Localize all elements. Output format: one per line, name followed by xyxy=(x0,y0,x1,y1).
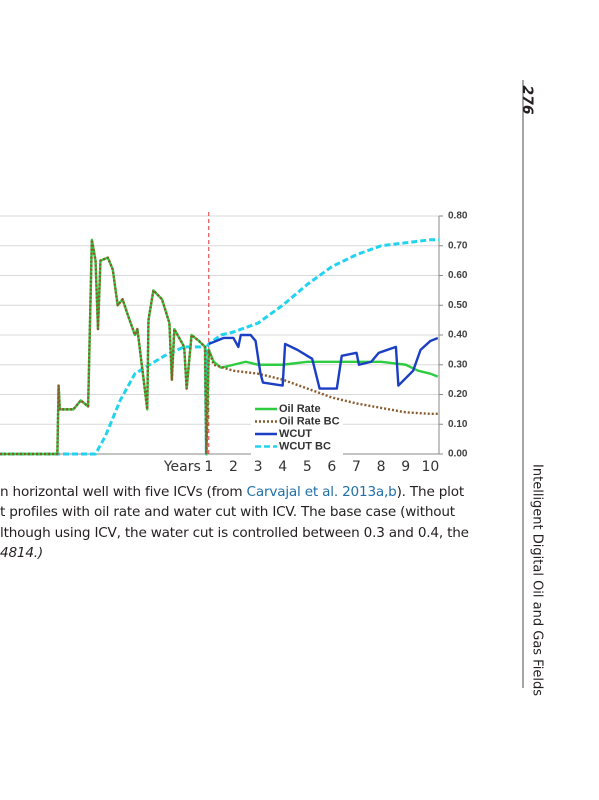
series-line xyxy=(0,238,438,456)
caption-text: ). The plot xyxy=(396,484,465,500)
legend-label: Oil Rate xyxy=(279,403,321,415)
caption-line: lthough using ICV, the water cut is cont… xyxy=(0,525,469,541)
legend-label: Oil Rate BC xyxy=(279,415,340,427)
series-line xyxy=(0,238,439,456)
legend-label: WCUT BC xyxy=(279,440,331,452)
y-tick-label: 0.50 xyxy=(448,300,468,311)
chart: 0.00 0.10 0.20 0.30 0.40 0.50 0.60 0.70 0.80 1 2 3 4… xyxy=(0,211,468,475)
caption-text: n horizontal well with five ICVs (from xyxy=(0,484,247,500)
x-tick-label: 10 xyxy=(421,459,439,475)
series-line xyxy=(208,333,439,390)
x-tick-label: 5 xyxy=(303,459,312,475)
x-tick-label: 7 xyxy=(352,459,361,475)
x-tick-label: 6 xyxy=(327,459,336,475)
x-tick-label: 3 xyxy=(254,459,263,475)
caption-line: t profiles with oil rate and water cut w… xyxy=(0,504,455,520)
legend-label: WCUT xyxy=(279,428,312,440)
citation-link[interactable]: Carvajal et al. 2013a,b xyxy=(246,484,397,500)
y-tick-label: 0.80 xyxy=(448,211,468,222)
y-tick-label: 0.00 xyxy=(448,449,468,460)
x-tick-label: 8 xyxy=(377,459,386,475)
y-tick-label: 0.10 xyxy=(448,419,468,430)
caption-line: 4814.) xyxy=(0,545,44,561)
y-tick-label: 0.70 xyxy=(448,240,468,251)
y-tick-label: 0.20 xyxy=(448,389,468,400)
y-tick-label: 0.40 xyxy=(448,330,468,341)
caption-line: n horizontal well with five ICVs (from C… xyxy=(0,484,464,500)
x-tick-label: 2 xyxy=(229,459,238,475)
running-header: Intelligent Digital Oil and Gas Fields xyxy=(530,464,545,696)
y-tick-label: 0.60 xyxy=(448,270,468,281)
x-axis-label: Years xyxy=(163,459,201,475)
x-tick-label: 4 xyxy=(278,459,287,475)
page-number: 276 xyxy=(519,85,535,114)
x-tick-label: 9 xyxy=(401,459,410,475)
series-line xyxy=(0,238,439,456)
y-tick-label: 0.30 xyxy=(448,359,468,370)
x-tick-label: 1 xyxy=(204,459,213,475)
